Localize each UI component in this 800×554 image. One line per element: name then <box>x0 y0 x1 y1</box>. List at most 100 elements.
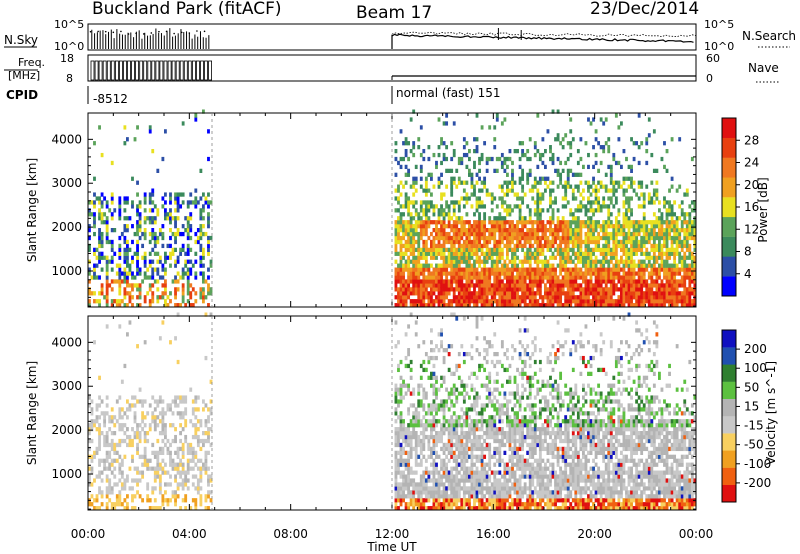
heatmap-cell <box>427 359 431 365</box>
heatmap-cell <box>564 299 568 304</box>
heatmap-cell <box>495 267 499 272</box>
heatmap-cell <box>409 251 413 256</box>
heatmap-cell <box>113 279 117 284</box>
heatmap-cell <box>432 470 436 475</box>
heatmap-cell <box>158 295 162 300</box>
heatmap-cell <box>594 239 598 245</box>
heatmap-cell <box>625 231 628 237</box>
heatmap-cell <box>141 462 145 467</box>
heatmap-cell <box>432 478 436 483</box>
heatmap-cell <box>176 192 180 197</box>
heatmap-cell <box>584 263 588 268</box>
heatmap-cell <box>582 220 585 225</box>
heatmap-cell <box>531 295 535 300</box>
heatmap-cell <box>407 247 411 252</box>
heatmap-cell <box>620 291 623 296</box>
heatmap-cell <box>151 450 155 455</box>
heatmap-cell <box>189 247 193 252</box>
heatmap-cell <box>468 291 471 296</box>
heatmap-cell <box>186 486 190 491</box>
heatmap-cell <box>402 446 405 452</box>
heatmap-cell <box>683 243 687 249</box>
heatmap-cell <box>584 247 588 252</box>
heatmap-cell <box>592 235 595 241</box>
heatmap-cell <box>546 275 550 280</box>
heatmap-cell <box>450 192 454 197</box>
heatmap-cell <box>394 407 398 412</box>
heatmap-cell <box>202 431 205 436</box>
heatmap-cell <box>437 490 441 495</box>
heatmap-cell <box>511 283 514 288</box>
heatmap-cell <box>141 411 145 416</box>
heatmap-cell <box>115 502 119 507</box>
heatmap-cell <box>602 200 606 205</box>
heatmap-cell <box>612 287 616 292</box>
heatmap-cell <box>409 442 413 448</box>
heatmap-cell <box>607 291 611 296</box>
heatmap-cell <box>417 255 421 260</box>
heatmap-cell <box>414 470 418 475</box>
heatmap-cell <box>551 295 555 300</box>
heatmap-cell <box>105 506 109 511</box>
heatmap-cell <box>559 291 563 296</box>
heatmap-cell <box>625 216 628 221</box>
heatmap-cell <box>189 212 193 217</box>
heatmap-cell <box>440 192 443 197</box>
heatmap-cell <box>620 259 623 264</box>
heatmap-cell <box>673 283 677 288</box>
heatmap-cell <box>440 474 443 479</box>
heatmap-cell <box>445 204 449 209</box>
heatmap-cell <box>592 145 595 150</box>
heatmap-cell <box>153 415 157 420</box>
heatmap-cell <box>587 164 590 170</box>
heatmap-cell <box>528 216 532 221</box>
heatmap-cell <box>435 251 438 256</box>
heatmap-cell <box>131 255 134 260</box>
heatmap-cell <box>442 247 446 252</box>
heatmap-cell <box>440 303 443 308</box>
heatmap-cell <box>118 255 122 260</box>
heatmap-cell <box>465 287 469 292</box>
heatmap-cell <box>176 482 180 487</box>
heatmap-cell <box>690 267 694 272</box>
heatmap-cell <box>402 283 405 288</box>
heatmap-cell <box>665 267 669 272</box>
heatmap-cell <box>419 502 423 507</box>
heatmap-cell <box>432 204 436 209</box>
heatmap-cell <box>627 200 631 205</box>
heatmap-cell <box>399 283 403 288</box>
heatmap-cell <box>511 259 514 264</box>
heatmap-cell <box>599 283 603 288</box>
heatmap-cell <box>460 259 464 264</box>
heatmap-cell <box>592 259 595 264</box>
heatmap-cell <box>184 399 188 404</box>
heatmap-cell <box>559 176 563 181</box>
heatmap-cell <box>668 251 671 256</box>
heatmap-cell <box>536 228 540 233</box>
heatmap-cell <box>516 243 519 249</box>
heatmap-cell <box>414 434 418 440</box>
heatmap-cell <box>186 259 190 264</box>
heatmap-cell <box>174 263 177 268</box>
heatmap-cell <box>402 423 405 428</box>
heatmap-cell <box>169 450 172 455</box>
heatmap-cell <box>473 251 476 256</box>
heatmap-cell <box>409 200 413 205</box>
heatmap-cell <box>414 442 418 448</box>
heatmap-cell <box>635 287 639 292</box>
heatmap-cell <box>620 255 623 260</box>
heatmap-cell <box>627 295 631 300</box>
heatmap-cell <box>445 259 449 264</box>
heatmap-cell <box>430 375 433 380</box>
heatmap-cell <box>419 247 423 252</box>
heatmap-cell <box>655 247 659 252</box>
heatmap-cell <box>202 204 205 209</box>
heatmap-cell <box>430 279 433 284</box>
heatmap-cell <box>564 251 568 256</box>
heatmap-cell <box>138 478 142 483</box>
heatmap-cell <box>108 442 112 448</box>
heatmap-cell <box>612 303 616 308</box>
heatmap-cell <box>143 446 147 452</box>
heatmap-cell <box>503 303 507 308</box>
